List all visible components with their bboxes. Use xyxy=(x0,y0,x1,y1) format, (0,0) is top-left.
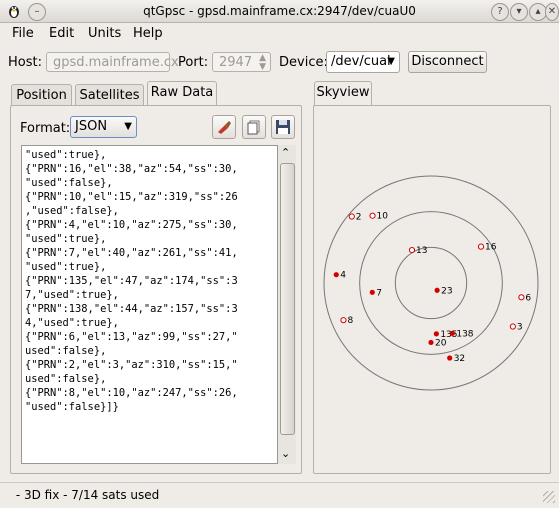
tab-satellites[interactable]: Satellites xyxy=(75,84,144,106)
disconnect-button[interactable]: Disconnect xyxy=(408,51,487,73)
satellite-label-135: 135 xyxy=(440,330,457,340)
satellite-label-6: 6 xyxy=(525,293,531,303)
clear-button[interactable] xyxy=(212,115,236,139)
satellite-label-20: 20 xyxy=(435,338,447,348)
save-icon xyxy=(276,120,290,134)
satellite-label-16: 16 xyxy=(485,243,497,253)
device-select[interactable]: /dev/cual ▼ xyxy=(326,51,400,73)
menu-units[interactable]: Units xyxy=(88,26,122,41)
satellite-label-13: 13 xyxy=(416,246,427,256)
satellite-label-7: 7 xyxy=(376,288,382,298)
copy-button[interactable] xyxy=(242,115,266,139)
satellite-label-8: 8 xyxy=(347,316,353,326)
format-label: Format: xyxy=(20,121,71,136)
resize-grip-icon[interactable] xyxy=(543,491,555,503)
raw-data-panel xyxy=(10,105,302,474)
raw-data-scrollbar[interactable]: ⌃ ⌄ xyxy=(278,145,296,464)
satellite-label-138: 138 xyxy=(456,329,473,339)
minimize-button[interactable]: ▾ xyxy=(510,3,528,21)
satellite-marker-2 xyxy=(348,213,355,220)
tab-skyview[interactable]: Skyview xyxy=(314,81,372,106)
menu-bar: File Edit Units Help xyxy=(0,22,559,46)
scroll-up-icon[interactable]: ⌃ xyxy=(281,146,291,159)
satellite-marker-13 xyxy=(408,246,416,254)
tab-position[interactable]: Position xyxy=(11,84,72,106)
satellite-label-10: 10 xyxy=(377,212,389,222)
close-button[interactable]: ✕ xyxy=(545,3,559,21)
satellite-label-3: 3 xyxy=(517,323,523,333)
skyview-panel xyxy=(313,105,551,474)
scroll-down-icon[interactable]: ⌄ xyxy=(281,447,291,460)
format-value: JSON xyxy=(75,119,108,134)
port-spinbox[interactable]: 2947 ▲ ▼ xyxy=(212,52,271,72)
host-input[interactable]: gpsd.mainframe.cx xyxy=(46,52,179,72)
satellite-marker-3 xyxy=(509,323,516,330)
satellite-marker-4 xyxy=(333,272,339,278)
satellite-marker-10 xyxy=(369,212,376,219)
menu-file[interactable]: File xyxy=(12,26,34,41)
menu-help[interactable]: Help xyxy=(133,26,163,41)
port-label: Port: xyxy=(178,55,209,70)
port-value: 2947 xyxy=(219,55,253,70)
scrollbar-thumb[interactable] xyxy=(280,163,295,435)
satellite-marker-16 xyxy=(477,243,485,250)
elevation-ring xyxy=(359,211,503,355)
spin-arrows-icon[interactable]: ▲ ▼ xyxy=(259,53,266,72)
satellite-label-4: 4 xyxy=(340,271,346,281)
app-icon[interactable] xyxy=(6,3,22,19)
host-label: Host: xyxy=(8,55,42,70)
title-bar[interactable]: – qtGpsc - gpsd.mainframe.cx:2947/dev/cu… xyxy=(0,0,559,23)
satellite-marker-138 xyxy=(449,330,455,336)
satellite-marker-32 xyxy=(447,355,453,361)
satellite-marker-7 xyxy=(369,289,375,295)
device-label: Device: xyxy=(279,55,328,70)
satellite-label-23: 23 xyxy=(441,286,452,296)
chevron-down-icon: ▼ xyxy=(124,121,132,132)
clear-icon xyxy=(218,121,231,134)
format-select[interactable]: JSON ▼ xyxy=(70,116,137,138)
tab-raw-data[interactable]: Raw Data xyxy=(147,81,217,106)
satellite-marker-6 xyxy=(518,294,525,301)
window-title: qtGpsc - gpsd.mainframe.cx:2947/dev/cuaU… xyxy=(143,4,416,18)
window-menu-button[interactable]: – xyxy=(28,3,46,21)
status-text: - 3D fix - 7/14 sats used xyxy=(12,488,160,502)
chevron-down-icon: ▼ xyxy=(387,56,395,67)
raw-data-text[interactable]: "used":true}, {"PRN":16,"el":38,"az":54,… xyxy=(21,145,278,464)
satellite-marker-23 xyxy=(434,287,440,293)
satellite-label-2: 2 xyxy=(356,213,362,223)
elevation-ring xyxy=(323,175,539,391)
satellite-marker-20 xyxy=(428,339,434,346)
satellite-marker-8 xyxy=(340,317,347,324)
elevation-ring xyxy=(394,246,468,320)
help-button[interactable]: ? xyxy=(491,3,509,21)
save-button[interactable] xyxy=(271,115,295,139)
device-value: /dev/cual xyxy=(331,54,391,69)
copy-icon xyxy=(247,120,260,135)
satellite-marker-135 xyxy=(433,331,439,337)
menu-edit[interactable]: Edit xyxy=(49,26,75,41)
status-bar: - 3D fix - 7/14 sats used xyxy=(0,482,559,508)
satellite-label-32: 32 xyxy=(454,354,465,364)
